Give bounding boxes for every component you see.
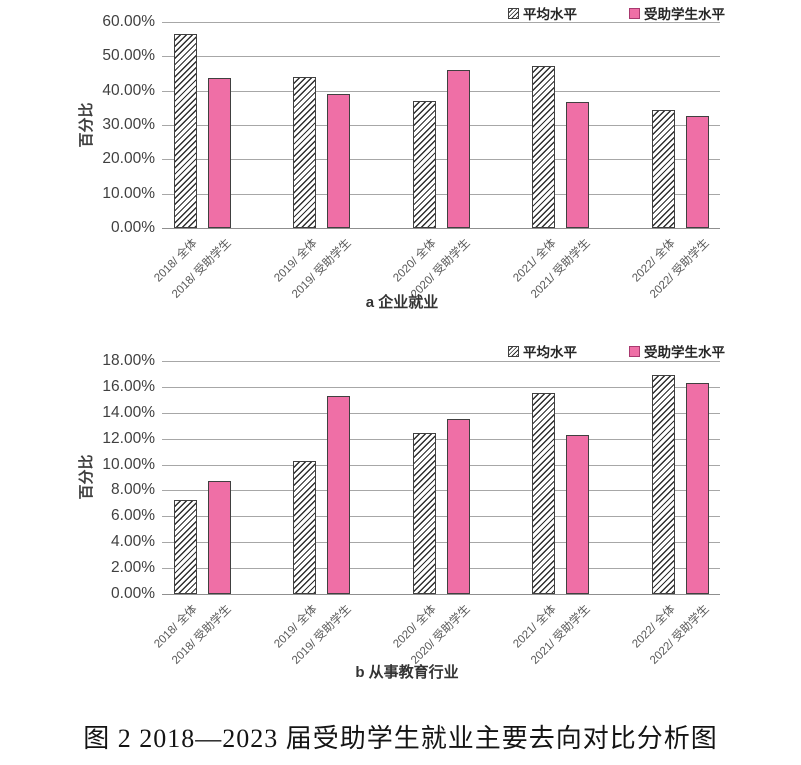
y-gridline: [162, 464, 720, 466]
hatched-square-icon: [508, 7, 519, 19]
y-tick-label: 4.00%: [111, 533, 155, 551]
y-gridline: [162, 56, 720, 58]
legend-label: 受助学生水平: [644, 7, 725, 22]
hatched-square-icon: [508, 345, 519, 357]
y-tick-label: 0.00%: [111, 219, 155, 236]
x-axis-line: [162, 228, 720, 229]
bar-aided-2021: [566, 101, 589, 228]
y-gridline: [162, 90, 720, 92]
pink-square-icon: [629, 7, 640, 19]
bar-average-2018: [173, 34, 197, 228]
y-gridline: [162, 361, 720, 362]
y-tick-label: 14.00%: [102, 403, 155, 421]
y-tick-label: 0.00%: [111, 585, 155, 602]
y-tick-label: 10.00%: [102, 184, 155, 202]
y-gridline: [162, 438, 720, 440]
y-tick-label: 20.00%: [102, 150, 155, 168]
y-gridline: [162, 159, 720, 161]
y-tick-label: 30.00%: [102, 116, 155, 133]
bar-average-2019: [293, 77, 316, 228]
bar-aided-2018: [207, 481, 231, 594]
y-gridline: [162, 490, 720, 492]
y-tick-label: 8.00%: [111, 481, 155, 499]
chart-title: a 企业就业: [365, 294, 439, 311]
y-gridline: [162, 386, 720, 388]
legend-item: 平均水平: [508, 3, 577, 23]
bar-average-2020: [412, 101, 436, 228]
bar-average-2019: [293, 460, 316, 594]
bar-aided-2020: [446, 419, 470, 594]
legend-label: 受助学生水平: [644, 345, 725, 360]
bar-aided-2019: [327, 395, 350, 594]
y-tick-label: 18.00%: [102, 352, 155, 369]
legend-item: 平均水平: [508, 341, 577, 361]
bar-aided-2021: [566, 434, 589, 594]
x-axis-line: [162, 594, 720, 595]
y-tick-label: 2.00%: [111, 559, 155, 577]
legend-item: 受助学生水平: [629, 341, 725, 361]
y-gridline: [162, 412, 720, 414]
legend-label: 平均水平: [523, 345, 577, 360]
y-tick-label: 16.00%: [102, 377, 155, 395]
y-tick-label: 6.00%: [111, 507, 155, 525]
y-tick-label: 12.00%: [102, 429, 155, 447]
y-tick-label: 60.00%: [102, 13, 155, 30]
chart-title: b 从事教育行业: [355, 664, 459, 681]
y-tick-label: 40.00%: [102, 81, 155, 99]
bar-aided-2019: [327, 94, 350, 228]
y-gridline: [162, 542, 720, 544]
bar-aided-2020: [446, 70, 470, 228]
y-gridline: [162, 125, 720, 126]
y-gridline: [162, 22, 720, 23]
bar-aided-2018: [207, 77, 231, 228]
figure-caption: 图 2 2018—2023 届受助学生就业主要去向对比分析图: [83, 724, 718, 753]
bar-aided-2022: [685, 116, 709, 228]
y-axis-title: 百分比: [78, 454, 95, 500]
legend-label: 平均水平: [523, 7, 577, 22]
pink-square-icon: [629, 345, 640, 357]
bar-average-2022: [651, 375, 675, 594]
y-tick-label: 10.00%: [102, 455, 155, 473]
y-gridline: [162, 516, 720, 518]
bar-average-2020: [412, 433, 436, 594]
bar-average-2018: [173, 499, 197, 594]
y-gridline: [162, 568, 720, 570]
bar-average-2021: [532, 66, 555, 228]
y-gridline: [162, 193, 720, 195]
bar-average-2021: [532, 393, 555, 594]
y-tick-label: 50.00%: [102, 47, 155, 65]
bar-average-2022: [651, 109, 675, 228]
legend-item: 受助学生水平: [629, 3, 725, 23]
bar-aided-2022: [685, 383, 709, 594]
